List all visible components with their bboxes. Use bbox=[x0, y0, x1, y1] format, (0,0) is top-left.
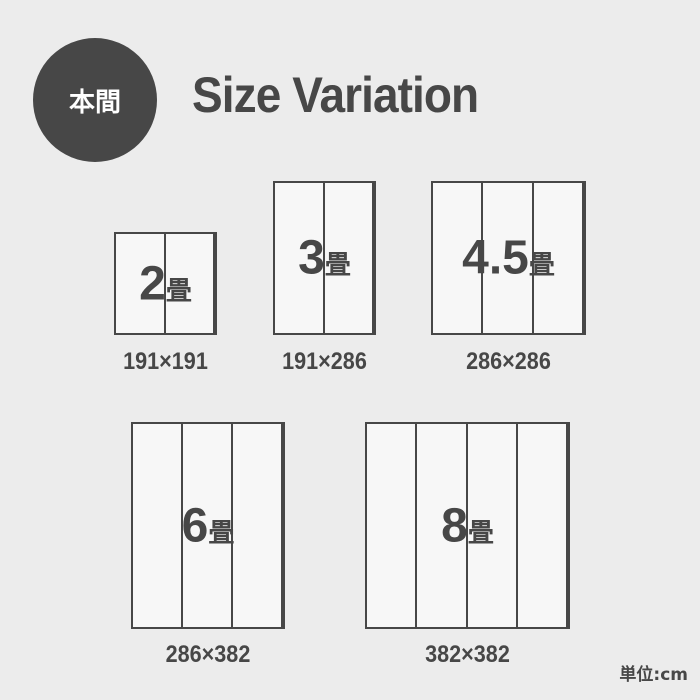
honma-badge: 本間 bbox=[33, 38, 157, 162]
mat-dimensions: 382×382 bbox=[425, 641, 510, 668]
tatami-panel bbox=[275, 183, 325, 333]
mat-number: 6 bbox=[181, 499, 209, 552]
unit-note: 単位:cm bbox=[619, 665, 688, 685]
mat-unit: 畳 bbox=[165, 276, 192, 306]
page-title: Size Variation bbox=[192, 67, 479, 123]
tatami-mat-5: 8畳 bbox=[365, 422, 570, 629]
tatami-panel bbox=[433, 183, 484, 333]
tatami-panel bbox=[166, 234, 215, 333]
tatami-panel bbox=[116, 234, 166, 333]
mat-number: 2 bbox=[139, 257, 166, 310]
mat-dimensions: 286×286 bbox=[466, 348, 551, 375]
mat-number: 3 bbox=[298, 231, 325, 285]
mat-size-name: 8畳 bbox=[367, 498, 568, 553]
tatami-panel bbox=[483, 183, 534, 333]
mat-size-name: 3畳 bbox=[275, 231, 374, 286]
tatami-mat-2: 3畳 bbox=[273, 181, 376, 335]
mat-dimensions: 286×382 bbox=[165, 641, 251, 668]
mat-unit: 畳 bbox=[467, 518, 494, 548]
tatami-panel bbox=[133, 424, 183, 627]
mat-size-name: 6畳 bbox=[133, 498, 283, 553]
tatami-panel bbox=[233, 424, 283, 627]
tatami-mat-1: 2畳 bbox=[114, 232, 217, 335]
mat-unit: 畳 bbox=[528, 250, 555, 281]
tatami-mat-4: 6畳 bbox=[131, 422, 285, 629]
mat-dimensions: 191×286 bbox=[282, 348, 367, 375]
tatami-panel bbox=[183, 424, 233, 627]
tatami-panel bbox=[518, 424, 568, 627]
mat-number: 8 bbox=[441, 499, 468, 552]
mat-unit: 畳 bbox=[324, 250, 351, 281]
badge-label: 本間 bbox=[68, 87, 121, 118]
tatami-panel bbox=[417, 424, 468, 627]
tatami-mat-3: 4.5畳 bbox=[431, 181, 586, 335]
tatami-panel bbox=[325, 183, 374, 333]
mat-size-name: 4.5畳 bbox=[433, 231, 584, 286]
tatami-panel bbox=[468, 424, 518, 627]
mat-size-name: 2畳 bbox=[116, 256, 215, 311]
mat-number: 4.5 bbox=[462, 231, 529, 285]
mat-unit: 畳 bbox=[208, 518, 235, 548]
tatami-panel bbox=[534, 183, 584, 333]
tatami-panel bbox=[367, 424, 418, 627]
mat-dimensions: 191×191 bbox=[123, 348, 208, 375]
